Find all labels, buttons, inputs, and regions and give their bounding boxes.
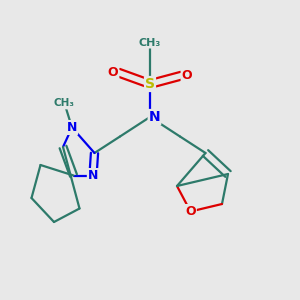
Text: O: O [185, 205, 196, 218]
Text: N: N [149, 110, 160, 124]
Text: CH₃: CH₃ [139, 38, 161, 48]
Text: S: S [145, 77, 155, 91]
Text: N: N [67, 121, 77, 134]
Text: CH₃: CH₃ [54, 98, 75, 109]
Text: O: O [182, 69, 192, 82]
Text: N: N [88, 169, 98, 182]
Text: O: O [108, 66, 118, 79]
